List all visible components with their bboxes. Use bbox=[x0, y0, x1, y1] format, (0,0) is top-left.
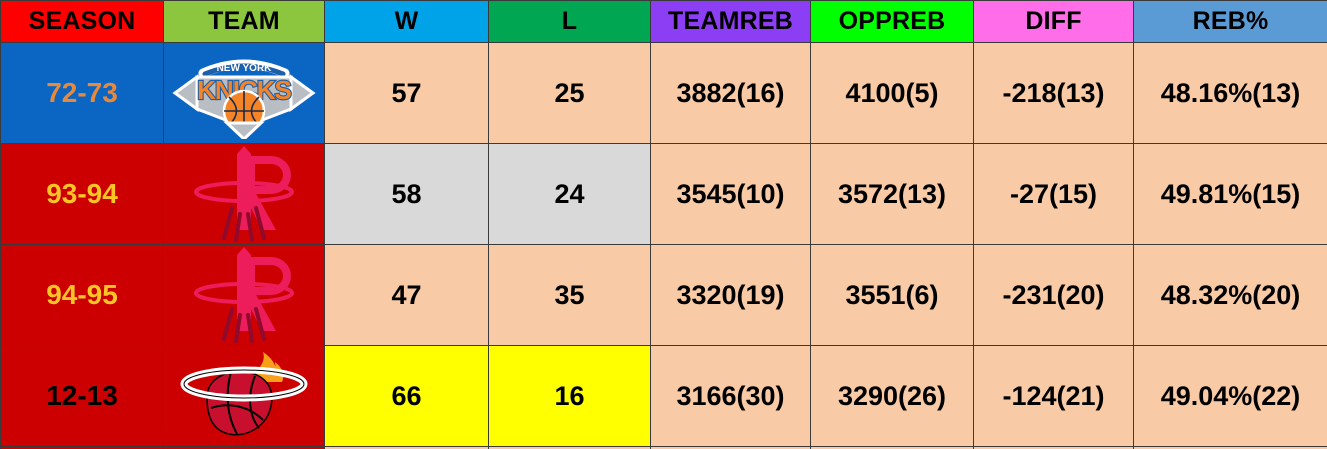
column-header-team[interactable]: TEAM bbox=[163, 0, 325, 43]
season-label: 94-95 bbox=[46, 279, 118, 310]
rebpct-cell: 49.81%(15) bbox=[1133, 143, 1327, 245]
table-row-partial bbox=[0, 446, 1327, 449]
table-header-row: SEASON TEAM W L TEAMREB OPPREB DIFF REB% bbox=[0, 0, 1327, 43]
oppreb-cell: 3290(26) bbox=[810, 345, 974, 447]
diff-value: -124(21) bbox=[1002, 380, 1105, 411]
teamreb-cell: 3166(30) bbox=[650, 345, 811, 447]
season-cell: 72-73 bbox=[0, 42, 164, 144]
rebpct-cell: 48.16%(13) bbox=[1133, 42, 1327, 144]
column-header-oppreb[interactable]: OPPREB bbox=[810, 0, 974, 43]
wins-cell: 58 bbox=[324, 143, 489, 245]
diff-value: -218(13) bbox=[1002, 77, 1105, 108]
column-header-w-label: W bbox=[394, 7, 419, 35]
losses-value: 24 bbox=[554, 178, 585, 209]
season-label: 12-13 bbox=[46, 380, 118, 411]
losses-value: 16 bbox=[554, 380, 585, 411]
season-label: 72-73 bbox=[46, 77, 118, 108]
column-header-season[interactable]: SEASON bbox=[0, 0, 164, 43]
column-header-teamreb[interactable]: TEAMREB bbox=[650, 0, 811, 43]
teamreb-value: 3882(16) bbox=[676, 77, 785, 108]
column-header-diff[interactable]: DIFF bbox=[973, 0, 1134, 43]
oppreb-value: 3572(13) bbox=[837, 178, 947, 209]
losses-cell: 35 bbox=[488, 244, 651, 346]
knicks-logo: NEW YORK KNICKS bbox=[165, 44, 324, 143]
rockets-logo bbox=[165, 145, 324, 244]
diff-cell: -218(13) bbox=[973, 42, 1134, 144]
teamreb-value: 3320(19) bbox=[676, 279, 785, 310]
oppreb-cell: 3551(6) bbox=[810, 244, 974, 346]
rockets-logo bbox=[165, 246, 324, 345]
rebpct-value: 49.04%(22) bbox=[1160, 380, 1301, 411]
table-row: 93-94 58 24 3545( bbox=[0, 143, 1327, 245]
oppreb-value: 3290(26) bbox=[837, 380, 947, 411]
wins-value: 47 bbox=[391, 279, 422, 310]
oppreb-cell: 4100(5) bbox=[810, 42, 974, 144]
diff-value: -27(15) bbox=[1009, 178, 1098, 209]
wins-cell: 66 bbox=[324, 345, 489, 447]
team-cell bbox=[163, 244, 325, 346]
column-header-l[interactable]: L bbox=[488, 0, 651, 43]
losses-value: 25 bbox=[554, 77, 585, 108]
season-label: 93-94 bbox=[46, 178, 118, 209]
team-cell bbox=[163, 143, 325, 245]
losses-cell: 25 bbox=[488, 42, 651, 144]
losses-cell: 24 bbox=[488, 143, 651, 245]
oppreb-value: 4100(5) bbox=[845, 77, 939, 108]
teamreb-cell: 3882(16) bbox=[650, 42, 811, 144]
season-cell: 94-95 bbox=[0, 244, 164, 346]
table-row: 72-73 NEW YORK KNICKS bbox=[0, 42, 1327, 144]
teamreb-cell: 3320(19) bbox=[650, 244, 811, 346]
team-cell: NEW YORK KNICKS bbox=[163, 42, 325, 144]
rebpct-value: 48.16%(13) bbox=[1160, 77, 1301, 108]
heat-logo bbox=[165, 347, 324, 446]
wins-cell: 57 bbox=[324, 42, 489, 144]
table-row: 12-13 bbox=[0, 345, 1327, 447]
oppreb-cell: 3572(13) bbox=[810, 143, 974, 245]
wins-value: 57 bbox=[391, 77, 422, 108]
wins-value: 66 bbox=[391, 380, 422, 411]
table-row: 94-95 47 35 3320(19) 3551(6) -231(20) bbox=[0, 244, 1327, 346]
season-cell: 93-94 bbox=[0, 143, 164, 245]
rebpct-cell: 48.32%(20) bbox=[1133, 244, 1327, 346]
column-header-team-label: TEAM bbox=[208, 7, 280, 35]
rebpct-value: 48.32%(20) bbox=[1160, 279, 1301, 310]
teamreb-value: 3545(10) bbox=[676, 178, 785, 209]
team-cell bbox=[163, 345, 325, 447]
rebpct-value: 49.81%(15) bbox=[1160, 178, 1301, 209]
teamreb-value: 3166(30) bbox=[676, 380, 785, 411]
diff-cell: -231(20) bbox=[973, 244, 1134, 346]
column-header-teamreb-label: TEAMREB bbox=[667, 7, 793, 35]
oppreb-value: 3551(6) bbox=[845, 279, 939, 310]
column-header-rebpct[interactable]: REB% bbox=[1133, 0, 1327, 43]
rebpct-cell: 49.04%(22) bbox=[1133, 345, 1327, 447]
teamreb-cell: 3545(10) bbox=[650, 143, 811, 245]
season-cell: 12-13 bbox=[0, 345, 164, 447]
diff-cell: -124(21) bbox=[973, 345, 1134, 447]
column-header-w[interactable]: W bbox=[324, 0, 489, 43]
column-header-l-label: L bbox=[561, 7, 578, 35]
wins-cell: 47 bbox=[324, 244, 489, 346]
diff-cell: -27(15) bbox=[973, 143, 1134, 245]
losses-cell: 16 bbox=[488, 345, 651, 447]
wins-value: 58 bbox=[391, 178, 422, 209]
column-header-season-label: SEASON bbox=[28, 7, 136, 35]
column-header-diff-label: DIFF bbox=[1025, 7, 1082, 35]
column-header-oppreb-label: OPPREB bbox=[838, 7, 946, 35]
diff-value: -231(20) bbox=[1002, 279, 1105, 310]
svg-text:NEW YORK: NEW YORK bbox=[217, 63, 273, 74]
column-header-rebpct-label: REB% bbox=[1192, 7, 1269, 35]
losses-value: 35 bbox=[554, 279, 585, 310]
